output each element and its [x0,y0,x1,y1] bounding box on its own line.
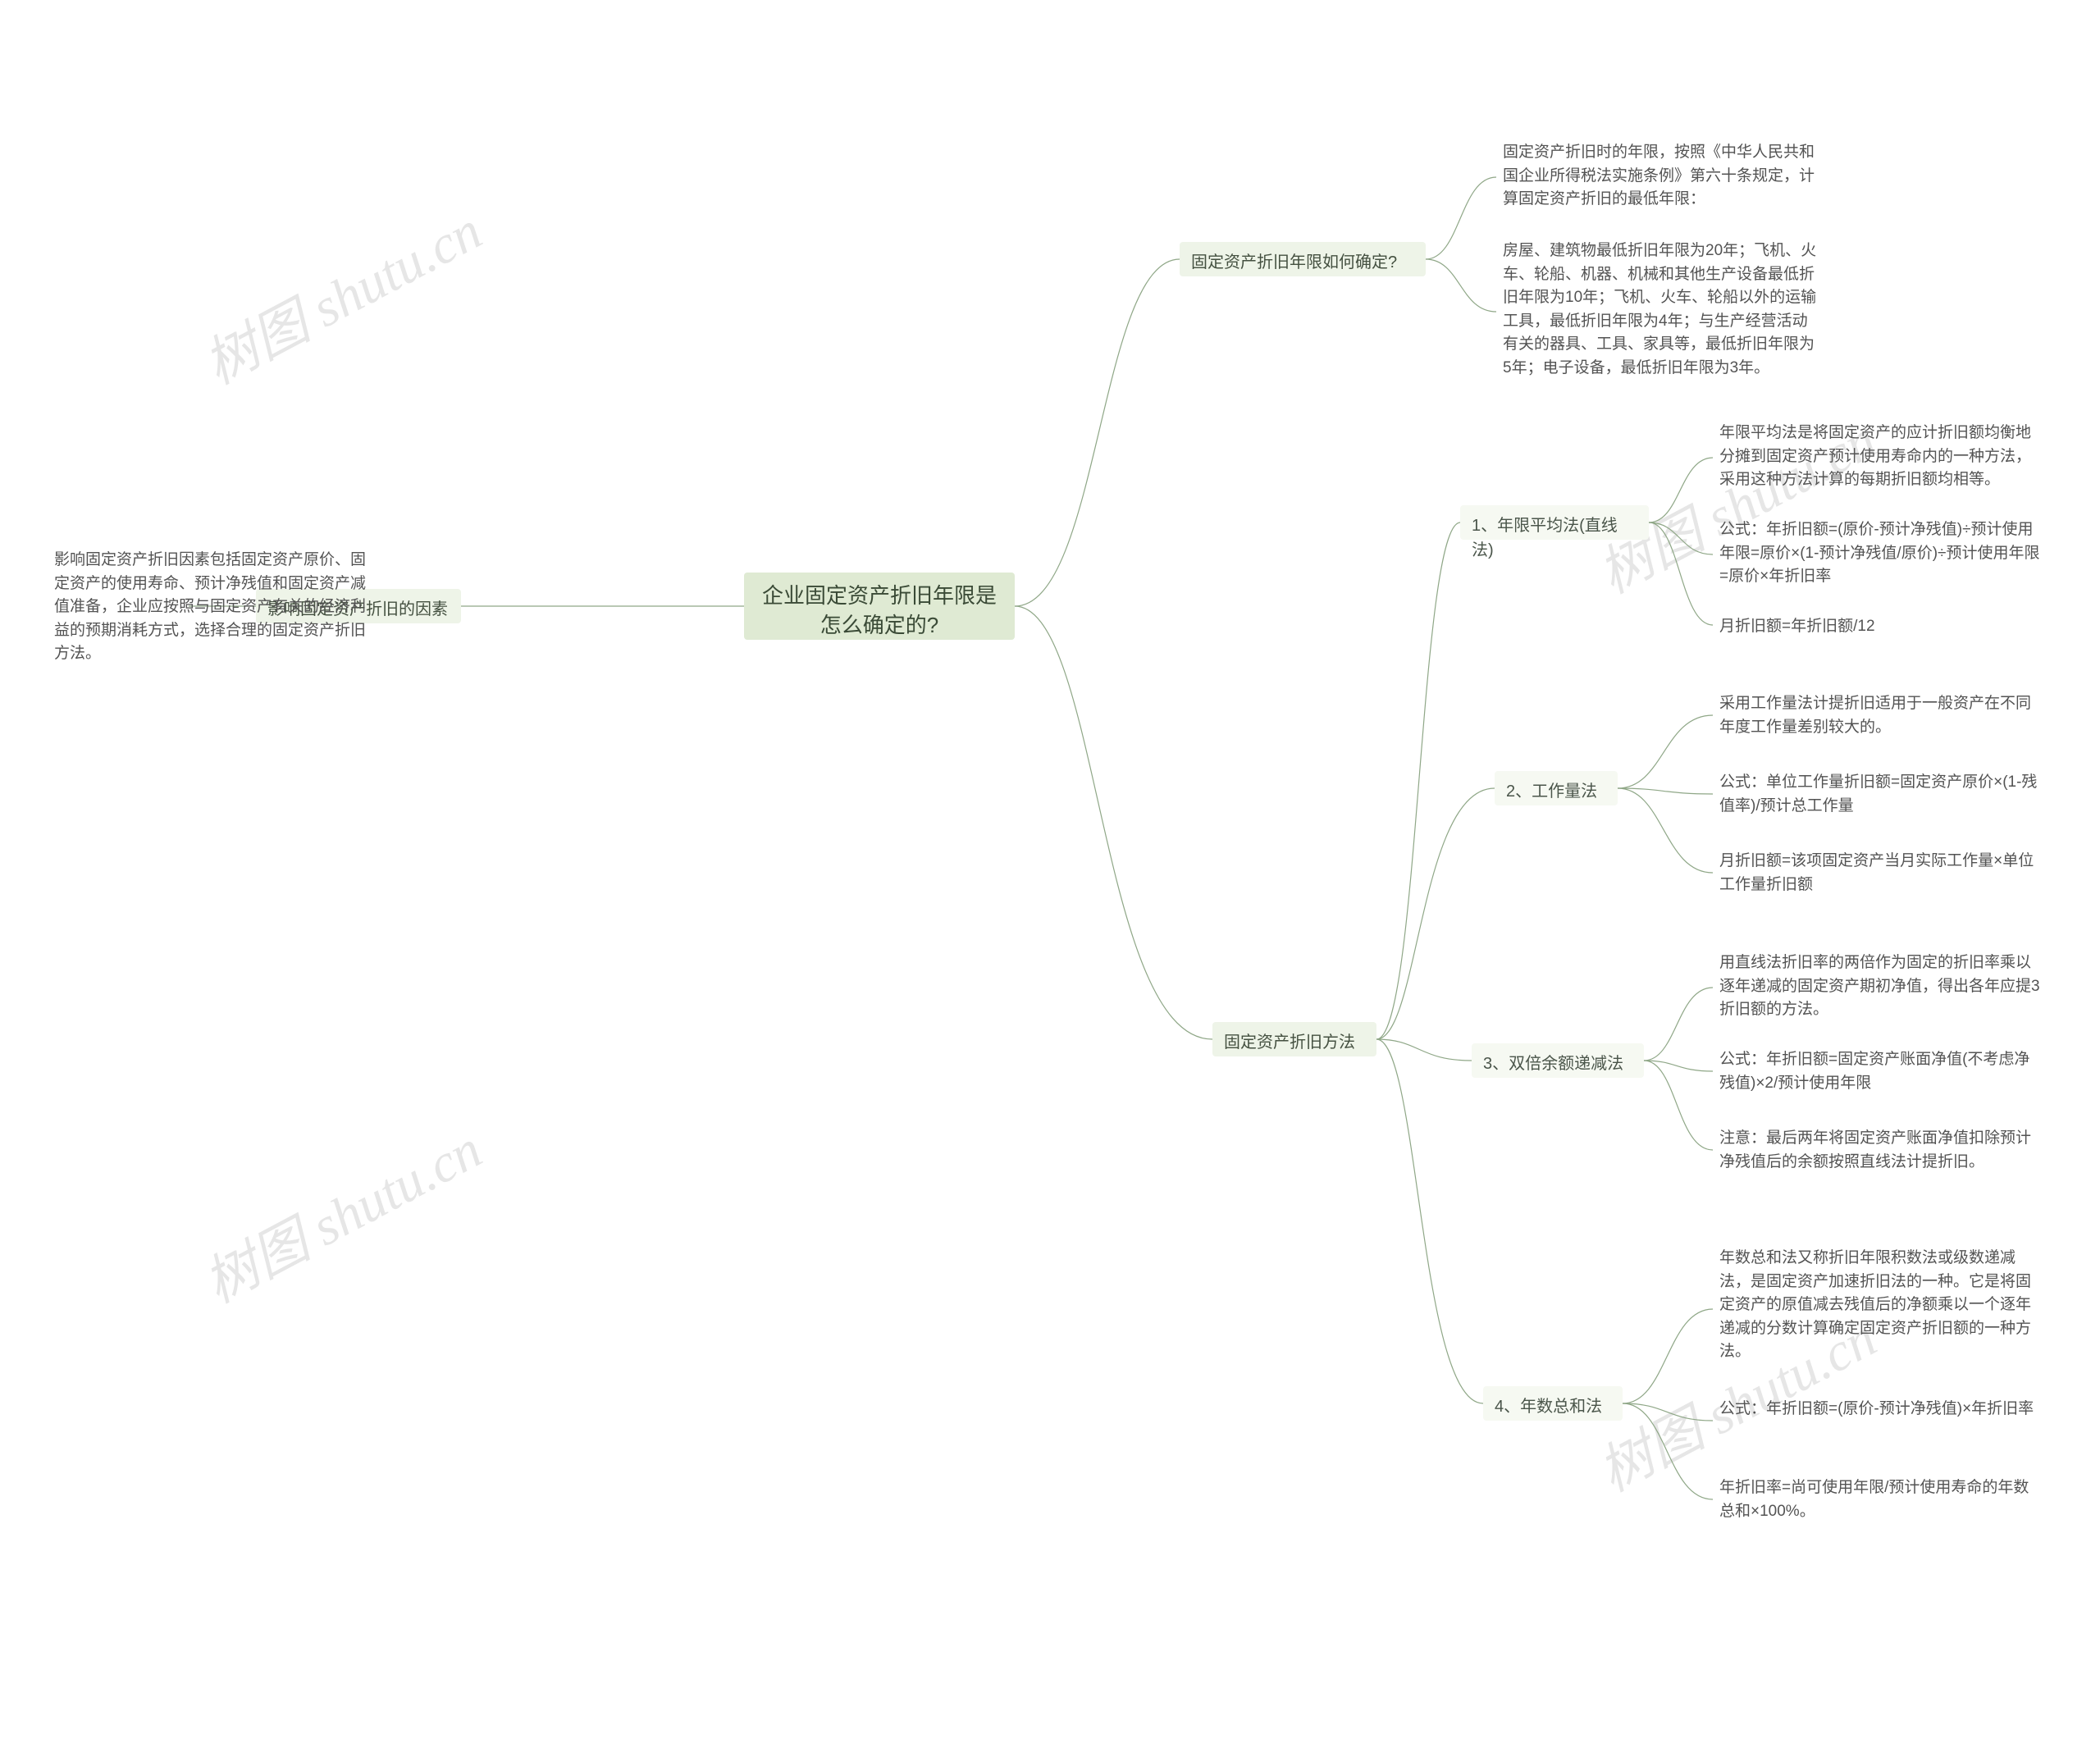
method-double-declining: 3、双倍余额递减法 [1472,1043,1644,1078]
leaf: 公式：年折旧额=(原价-预计净残值)÷预计使用年限=原价×(1-预计净残值/原价… [1713,515,2049,592]
leaf: 公式：年折旧额=固定资产账面净值(不考虑净残值)×2/预计使用年限 [1713,1045,2049,1098]
root-node: 企业固定资产折旧年限是怎么确定的? [744,573,1015,640]
branch-methods: 固定资产折旧方法 [1212,1022,1376,1056]
watermark: 树图 shutu.cn [188,1106,493,1319]
leaf: 注意：最后两年将固定资产账面净值扣除预计净残值后的余额按照直线法计提折旧。 [1713,1124,2049,1177]
watermark: 树图 shutu.cn [188,188,493,400]
leaf: 月折旧额=年折旧额/12 [1713,612,2049,642]
leaf: 固定资产折旧时的年限，按照《中华人民共和国企业所得税法实施条例》第六十条规定，计… [1496,138,1828,215]
leaf: 月折旧额=该项固定资产当月实际工作量×单位工作量折旧额 [1713,846,2049,900]
method-straight-line: 1、年限平均法(直线法) [1460,505,1649,540]
leaf: 公式：单位工作量折旧额=固定资产原价×(1-残值率)/预计总工作量 [1713,768,2049,821]
leaf: 年限平均法是将固定资产的应计折旧额均衡地分摊到固定资产预计使用寿命内的一种方法，… [1713,418,2049,495]
method-sum-of-years: 4、年数总和法 [1483,1386,1623,1421]
leaf: 公式：年折旧额=(原价-预计净残值)×年折旧率 [1713,1394,2049,1425]
leaf: 用直线法折旧率的两倍作为固定的折旧率乘以逐年递减的固定资产期初净值，得出各年应提… [1713,948,2049,1025]
branch-years-how: 固定资产折旧年限如何确定? [1180,242,1426,276]
leaf: 房屋、建筑物最低折旧年限为20年；飞机、火车、轮船、机器、机械和其他生产设备最低… [1496,236,1828,383]
method-workload: 2、工作量法 [1495,771,1618,805]
leaf-factors-desc: 影响固定资产折旧因素包括固定资产原价、固定资产的使用寿命、预计净残值和固定资产减… [48,545,382,669]
leaf: 采用工作量法计提折旧适用于一般资产在不同年度工作量差别较大的。 [1713,689,2049,742]
leaf: 年数总和法又称折旧年限积数法或级数递减法，是固定资产加速折旧法的一种。它是将固定… [1713,1243,2049,1367]
leaf: 年折旧率=尚可使用年限/预计使用寿命的年数总和×100%。 [1713,1473,2049,1526]
